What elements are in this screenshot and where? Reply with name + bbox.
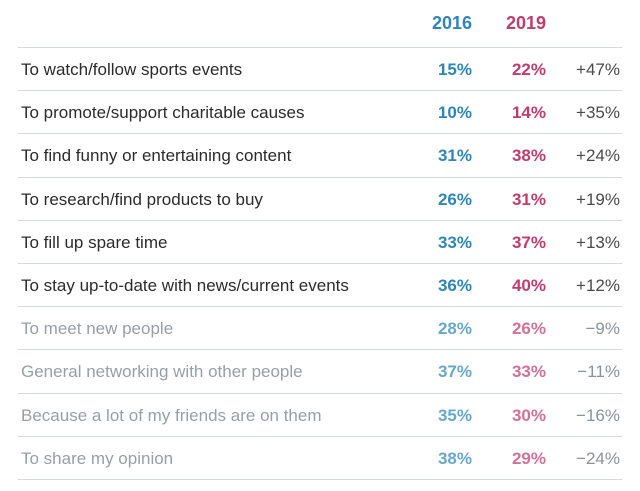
row-divider <box>18 349 622 351</box>
value-2019: 30% <box>511 405 546 425</box>
row-divider <box>18 90 622 92</box>
change-value: −16% <box>576 405 620 425</box>
value-2019: 37% <box>511 232 546 252</box>
change-value: −24% <box>576 448 620 468</box>
row-divider <box>18 219 622 221</box>
row-label: To share my opinion <box>21 448 174 468</box>
value-2016: 37% <box>437 362 472 382</box>
value-2016: 35% <box>437 405 472 425</box>
value-2019: 22% <box>511 60 546 79</box>
row-label: To watch/follow sports events <box>21 60 243 79</box>
value-2019: 29% <box>511 448 546 468</box>
value-2019: 26% <box>511 319 546 339</box>
row-label: To fill up spare time <box>21 232 168 252</box>
value-2019: 14% <box>511 103 546 123</box>
value-2019: 38% <box>511 146 546 166</box>
header-row: 2016 2019 <box>0 0 640 46</box>
change-value: −11% <box>577 362 620 382</box>
table-row: To watch/follow sports events 15% 22% +47% <box>0 48 640 91</box>
row-divider <box>18 47 622 48</box>
value-2019: 33% <box>511 362 546 382</box>
change-value: +19% <box>576 189 620 209</box>
row-divider <box>18 435 622 437</box>
row-divider <box>18 263 622 264</box>
value-2016: 33% <box>437 232 472 252</box>
row-label: To promote/support charitable causes <box>21 103 305 123</box>
table-row: To research/find products to buy 26% 31% +1… <box>0 178 640 221</box>
row-label: To research/find products to buy <box>21 189 263 209</box>
value-2016: 15% <box>437 60 472 79</box>
row-label: To meet new people <box>21 319 174 339</box>
row-label: Because a lot of my friends are on them <box>21 405 322 425</box>
row-divider <box>18 479 622 480</box>
change-value: +35% <box>576 103 620 123</box>
table-row: To promote/support charitable causes 10% 1… <box>0 91 640 134</box>
row-label: To find funny or entertaining content <box>21 146 292 166</box>
value-2019: 31% <box>511 189 546 209</box>
table-row: To find funny or entertaining content 31%… <box>0 134 640 177</box>
column-header-2019: 2019 <box>505 13 546 33</box>
row-divider <box>18 176 622 178</box>
value-2016: 28% <box>437 319 472 339</box>
table-row: To meet new people 28% 26% −9% <box>0 307 640 350</box>
row-label: General networking with other people <box>21 362 303 382</box>
table-row: To share my opinion 38% 29% −24% <box>0 437 640 480</box>
value-2016: 31% <box>437 146 472 166</box>
table-row: To fill up spare time 33% 37% +13% <box>0 221 640 264</box>
column-header-2016: 2016 <box>431 13 472 33</box>
change-value: +12% <box>576 276 620 295</box>
row-divider <box>18 133 622 135</box>
row-divider <box>18 306 622 308</box>
change-value: +13% <box>576 232 620 252</box>
table-row: To stay up-to-date with news/current eve… <box>0 264 640 307</box>
table-row: General networking with other people 37% 3… <box>0 350 640 393</box>
change-value: +24% <box>576 146 620 166</box>
value-2016: 10% <box>437 103 472 123</box>
change-value: +47% <box>576 60 620 79</box>
table-row: Because a lot of my friends are on them 3… <box>0 394 640 437</box>
row-divider <box>18 392 622 394</box>
value-2016: 26% <box>437 189 472 209</box>
row-label: To stay up-to-date with news/current eve… <box>21 276 349 295</box>
change-value: −9% <box>585 319 621 339</box>
value-2016: 38% <box>437 448 472 468</box>
value-2016: 36% <box>437 276 472 295</box>
value-2019: 40% <box>511 276 546 295</box>
